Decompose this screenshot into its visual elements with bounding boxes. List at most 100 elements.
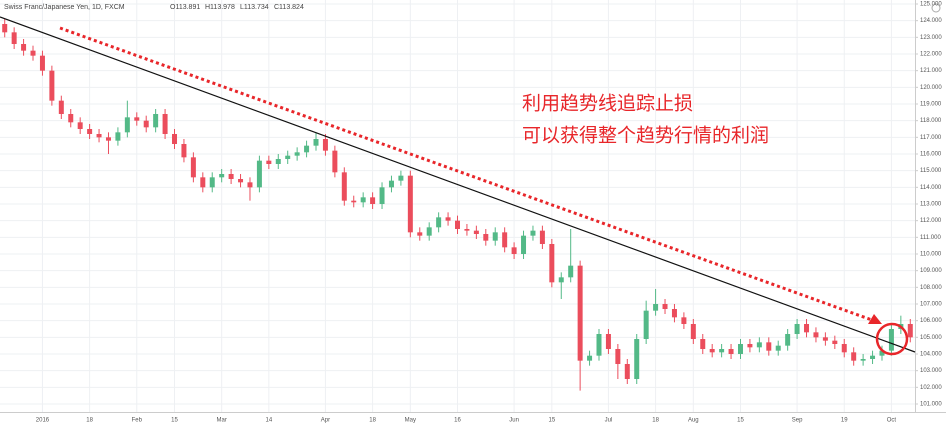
candle-body	[322, 139, 328, 151]
x-tick-label: 15	[548, 418, 555, 424]
candle-body	[407, 175, 413, 233]
x-tick-label: 15	[171, 418, 178, 424]
candle-body	[785, 334, 791, 346]
candles	[2, 19, 913, 391]
candle-body	[539, 230, 545, 244]
candle-body	[105, 137, 111, 141]
candle-body	[68, 114, 74, 123]
x-tick-label: 16	[454, 418, 461, 424]
candle-body	[153, 114, 159, 128]
y-tick-label: 114.000	[920, 185, 942, 191]
candle-body	[766, 342, 772, 351]
ohlc-open: O113.891	[170, 4, 200, 11]
candle-body	[2, 24, 8, 33]
candle-body	[681, 317, 687, 324]
candle-body	[804, 324, 810, 333]
candle-body	[832, 340, 838, 344]
y-tick-label: 110.000	[920, 252, 942, 258]
candle-body	[671, 309, 677, 318]
y-tick-label: 122.000	[920, 52, 942, 58]
annotation: 利用趋势线追踪止损	[522, 93, 693, 115]
candle-body	[351, 200, 357, 203]
candle-body	[77, 122, 83, 129]
candle-body	[115, 132, 121, 141]
candle-body	[634, 339, 640, 379]
y-tick-label: 103.000	[920, 368, 942, 374]
candle-body	[624, 364, 630, 379]
candle-body	[879, 350, 885, 356]
candle-body	[653, 304, 659, 311]
candle-body	[473, 230, 479, 234]
candle-body	[530, 230, 536, 236]
candle-body	[143, 120, 149, 128]
settings-icon[interactable]	[931, 3, 941, 13]
candle-body	[332, 150, 338, 173]
candle-body	[304, 145, 310, 153]
x-tick-label: Jul	[605, 418, 613, 424]
candle-body	[596, 334, 602, 356]
x-tick-label: Sep	[792, 418, 803, 424]
candle-body	[266, 160, 272, 164]
candle-body	[87, 129, 93, 134]
candle-body	[247, 182, 253, 188]
candle-body	[134, 117, 140, 121]
candle-body	[587, 355, 593, 361]
candle-body	[398, 175, 404, 181]
candle-body	[455, 220, 460, 229]
candle-body	[228, 174, 234, 179]
x-tick-label: 14	[265, 418, 272, 424]
candle-body	[719, 349, 725, 353]
arrow-head	[868, 314, 882, 324]
candle-body	[58, 100, 64, 114]
candle-body	[794, 324, 800, 334]
y-tick-label: 113.000	[920, 202, 942, 208]
candle-body	[464, 229, 470, 231]
candle-body	[549, 244, 555, 283]
y-tick-label: 101.000	[920, 402, 942, 408]
candle-body	[341, 172, 347, 201]
y-tick-label: 123.000	[920, 35, 942, 41]
chart-title: Swiss Franc/Japanese Yen, 1D, FXCM	[4, 4, 125, 11]
y-tick-label: 124.000	[920, 18, 942, 24]
candle-body	[577, 265, 583, 361]
candle-body	[436, 217, 442, 228]
candle-body	[775, 345, 781, 351]
candle-body	[662, 304, 668, 309]
candle-body	[30, 50, 36, 56]
x-tick-label: 19	[841, 418, 848, 424]
candle-body	[709, 349, 715, 353]
candle-body	[370, 197, 376, 204]
y-tick-label: 112.000	[920, 218, 942, 224]
y-tick-label: 121.000	[920, 68, 942, 74]
x-tick-label: Apr	[321, 418, 330, 424]
y-tick-label: 125.000	[920, 2, 942, 8]
candle-body	[124, 117, 130, 133]
candle-body	[568, 265, 574, 278]
candle-body	[162, 114, 168, 134]
candle-body	[379, 187, 385, 204]
x-tick-label: Mar	[217, 418, 227, 424]
y-tick-label: 111.000	[920, 235, 941, 241]
x-tick-label: 18	[86, 418, 93, 424]
candle-body	[294, 152, 300, 156]
candle-body	[700, 339, 706, 349]
y-tick-label: 107.000	[920, 302, 942, 308]
annotation: 可以获得整个趋势行情的利润	[522, 125, 769, 147]
candle-body	[615, 349, 621, 364]
x-tick-label: 18	[369, 418, 376, 424]
candle-body	[483, 234, 489, 241]
candle-body	[190, 157, 196, 178]
y-tick-label: 116.000	[920, 152, 942, 158]
candle-body	[511, 247, 517, 254]
y-tick-label: 102.000	[920, 385, 942, 391]
x-tick-label: May	[405, 418, 416, 424]
candle-body	[521, 235, 527, 254]
y-tick-label: 105.000	[920, 335, 942, 341]
candle-body	[219, 174, 225, 178]
candle-body	[502, 232, 508, 248]
y-tick-label: 120.000	[920, 85, 942, 91]
x-tick-label: 18	[652, 418, 659, 424]
y-tick-label: 117.000	[920, 135, 942, 141]
candle-body	[747, 344, 753, 348]
